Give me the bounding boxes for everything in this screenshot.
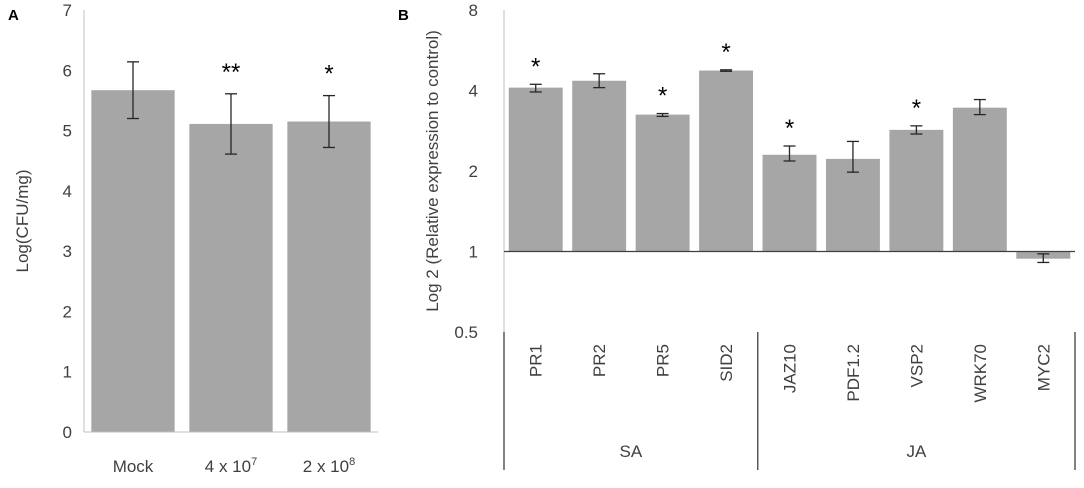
error-bar [656, 112, 669, 118]
x-tick-label: WRK70 [971, 344, 990, 403]
significance-mark: * [531, 53, 540, 80]
y-tick-label: 7 [63, 1, 72, 20]
error-bar [846, 140, 859, 173]
bar [635, 114, 690, 252]
significance-mark: * [721, 39, 730, 66]
y-tick-label: 1 [63, 363, 72, 382]
error-bar [783, 145, 796, 162]
y-tick-label: 0 [63, 423, 72, 442]
y-tick-label: 6 [63, 61, 72, 80]
bar [889, 129, 944, 252]
x-tick-label: SID2 [717, 344, 736, 382]
x-tick-label: 4 x 107 [205, 456, 257, 476]
y-tick-label: 4 [469, 82, 478, 101]
y-tick-label: 0.5 [454, 323, 478, 342]
group-label: JA [906, 442, 927, 461]
x-tick-label: Mock [113, 457, 154, 476]
significance-mark: * [324, 61, 333, 88]
error-bar [323, 94, 335, 149]
y-axis-title: Log(CFU/mg) [13, 170, 32, 273]
error-bar [910, 125, 923, 135]
significance-mark: * [785, 115, 794, 142]
error-bar [1037, 253, 1050, 264]
error-bar [225, 93, 237, 155]
y-tick-label: 2 [469, 162, 478, 181]
significance-mark: * [912, 95, 921, 122]
error-bar [720, 69, 733, 72]
y-tick-label: 4 [63, 182, 72, 201]
x-tick-label: 2 x 108 [303, 456, 355, 476]
bar [572, 80, 627, 252]
x-tick-label: MYC2 [1034, 344, 1053, 391]
panel-label-b: B [398, 7, 409, 24]
y-tick-label: 8 [469, 1, 478, 20]
error-bar [529, 83, 542, 93]
bar [287, 121, 371, 433]
error-bar [973, 98, 986, 116]
significance-mark: * [658, 83, 667, 110]
bar [699, 70, 754, 252]
bar [91, 90, 175, 433]
panel-a-chart: A 0 1 2 3 4 5 6 7 Log(CFU/mg) Mock ** 4 x 107 * 2 x 10… [8, 1, 378, 476]
x-tick-label: PR1 [527, 344, 546, 377]
x-tick-label: PR2 [590, 344, 609, 377]
panel-b-chart: B 0.5 1 2 4 8 Log 2 (Relative expression to co… [398, 1, 1076, 470]
y-tick-label: 3 [63, 242, 72, 261]
bar [762, 154, 817, 252]
y-tick-label: 1 [469, 243, 478, 262]
y-axis-title: Log 2 (Relative expression to control) [423, 30, 442, 312]
x-tick-label: VSP2 [907, 344, 926, 387]
significance-mark: ** [222, 59, 241, 86]
error-bar [593, 73, 606, 89]
bar [508, 87, 563, 252]
bar [952, 107, 1007, 252]
y-tick-label: 2 [63, 302, 72, 321]
group-label: SA [620, 442, 643, 461]
error-bar [127, 61, 139, 120]
x-tick-label: JAZ10 [781, 344, 800, 393]
y-tick-label: 5 [63, 122, 72, 141]
x-tick-label: PDF1.2 [844, 344, 863, 402]
x-tick-label: PR5 [654, 344, 673, 377]
bar [189, 123, 273, 432]
panel-label-a: A [8, 7, 19, 24]
bar [825, 158, 880, 252]
